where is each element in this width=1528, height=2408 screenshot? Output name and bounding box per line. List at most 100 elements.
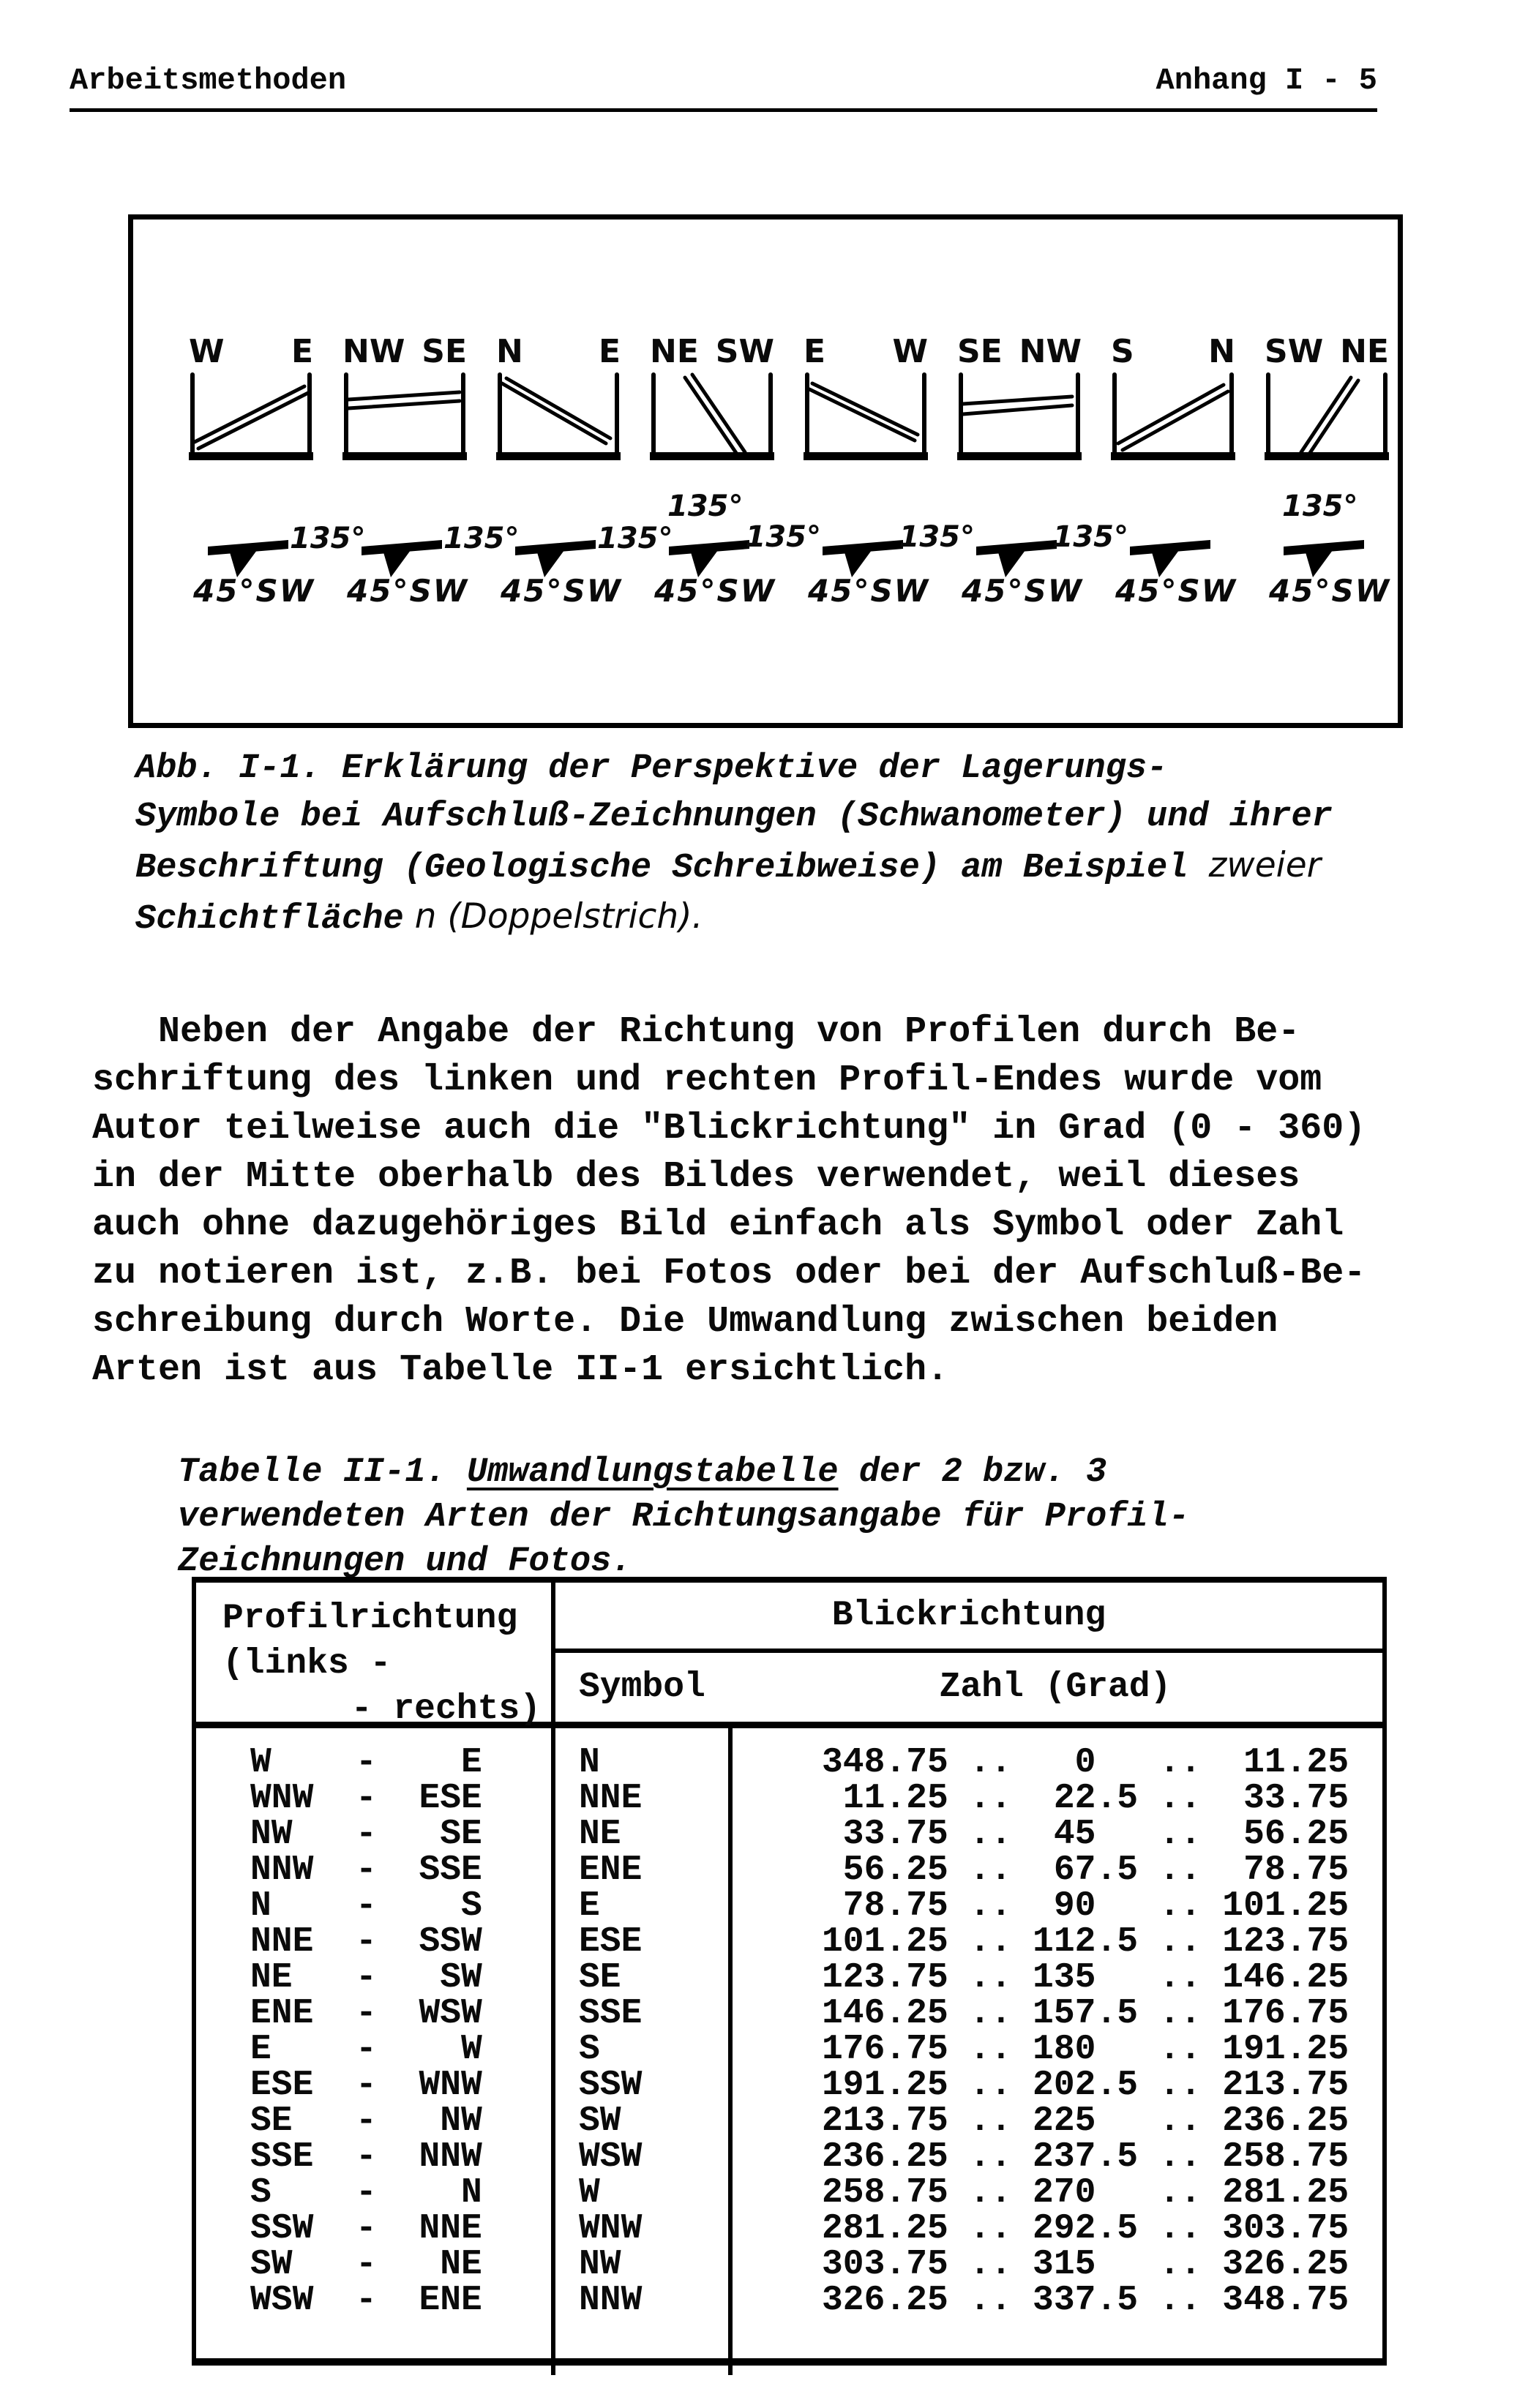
profile-direction-cell: NNE - SSW: [250, 1922, 482, 1962]
dip-angle-label: 45°SW: [1269, 573, 1391, 609]
dip-angle-label: 45°SW: [347, 573, 469, 609]
dip-angle-label: 45°SW: [808, 573, 930, 609]
degrees-cell: 146.25 .. 157.5 .. 176.75: [822, 1994, 1349, 2033]
profile-direction-cell: ESE - WNW: [250, 2066, 482, 2105]
panel-left-label: E: [804, 333, 826, 370]
dip-angle-label: 45°SW: [962, 573, 1084, 609]
panel-right-label: NW: [1019, 333, 1082, 370]
table-caption: Tabelle II-1. Umwandlungstabelle der 2 b…: [178, 1450, 1189, 1584]
degrees-cell: 213.75 .. 225 .. 236.25: [822, 2101, 1349, 2141]
caption-text: Schichtfläche: [135, 900, 404, 939]
profile-direction-cell: E - W: [250, 2030, 482, 2069]
bedding-panel-drawing: [496, 372, 621, 460]
header-text: (links -: [222, 1644, 392, 1684]
profile-direction-cell: WNW - ESE: [250, 1779, 482, 1818]
panel-direction-labels: N E: [496, 329, 621, 370]
symbol-cell: E: [579, 1886, 600, 1926]
paragraph-line: zu notieren ist, z.B. bei Fotos oder bei…: [92, 1253, 1366, 1294]
panel-left-label: S: [1111, 333, 1134, 370]
panel-left-label: SE: [957, 333, 1003, 370]
panel-right-label: NE: [1340, 333, 1389, 370]
strike-angle-label: 135°: [1052, 520, 1129, 554]
degrees-cell: 348.75 .. 0 .. 11.25: [822, 1743, 1349, 1782]
panel-direction-labels: W E: [189, 329, 313, 370]
table-caption-text: Tabelle II-1.: [178, 1453, 467, 1492]
table-row: SSE - NNW WSW 236.25 .. 237.5 .. 258.75: [196, 2139, 1382, 2175]
table-caption-underlined: Umwandlungstabelle: [466, 1453, 839, 1492]
table-row: SE - NW SW 213.75 .. 225 .. 236.25: [196, 2104, 1382, 2139]
degrees-column-header: Zahl (Grad): [939, 1668, 1172, 1707]
symbol-cell: NNE: [579, 1779, 643, 1818]
strike-angle-label: 135°: [899, 520, 975, 554]
strike-bar-icon: [515, 540, 596, 577]
caption-line: Beschriftung (Geologische Schreibweise) …: [135, 841, 1333, 893]
header-group-title: Blickrichtung: [555, 1583, 1382, 1653]
table-row: SW - NE NW 303.75 .. 315 .. 326.25: [196, 2247, 1382, 2283]
strike-bar-icon: [976, 540, 1057, 577]
panel-direction-labels: SE NW: [957, 329, 1082, 370]
panel-direction-labels: NW SE: [342, 329, 467, 370]
profile-direction-cell: NW - SE: [250, 1815, 482, 1854]
symbol-cell: S: [579, 2030, 600, 2069]
paragraph-line: schreibung durch Worte. Die Umwandlung z…: [92, 1301, 1278, 1343]
bedding-panel-drawing: [804, 372, 928, 460]
paragraph-line: Neben der Angabe der Richtung von Profil…: [92, 1011, 1300, 1053]
symbol-cell: NE: [579, 1815, 621, 1854]
symbol-cell: SSW: [579, 2066, 643, 2105]
table-body: W - E N 348.75 .. 0 .. 11.25 WNW - ESE N…: [196, 1728, 1382, 2375]
symbol-cell: NNW: [579, 2281, 643, 2320]
degrees-cell: 258.75 .. 270 .. 281.25: [822, 2173, 1349, 2213]
panel-right-label: SW: [715, 333, 774, 370]
compass-panel: E W: [804, 329, 928, 462]
degrees-cell: 101.25 .. 112.5 .. 123.75: [822, 1922, 1349, 1962]
degrees-cell: 176.75 .. 180 .. 191.25: [822, 2030, 1349, 2069]
column-divider: [728, 1728, 733, 2375]
degrees-cell: 123.75 .. 135 .. 146.25: [822, 1958, 1349, 1998]
dip-angle-label: 45°SW: [654, 573, 776, 609]
symbol-cell: N: [579, 1743, 600, 1782]
symbol-cell: ENE: [579, 1850, 643, 1890]
strike-dip-symbol: 135° 45°SW: [493, 501, 673, 640]
table-row: ESE - WNW SSW 191.25 .. 202.5 .. 213.75: [196, 2068, 1382, 2104]
caption-text: Beschriftung (Geologische Schreibweise) …: [135, 849, 1209, 888]
degrees-cell: 236.25 .. 237.5 .. 258.75: [822, 2137, 1349, 2177]
strike-angle-label: 135°: [745, 520, 822, 554]
strike-dip-symbols: 135° 45°SW 135° 45°SW: [186, 490, 1389, 640]
caption-handwritten-text: n (Doppelstrich).: [403, 896, 703, 937]
table-row: NE - SW SE 123.75 .. 135 .. 146.25: [196, 1960, 1382, 1996]
panel-right-label: E: [291, 333, 313, 370]
compass-panel: NE SW: [650, 329, 774, 462]
strike-dip-symbol: 135° 45°SW: [1262, 490, 1389, 640]
degrees-cell: 33.75 .. 45 .. 56.25: [822, 1815, 1349, 1854]
profile-direction-cell: ENE - WSW: [250, 1994, 482, 2033]
bedding-panel-drawing: [1265, 372, 1389, 460]
profile-direction-cell: SSE - NNW: [250, 2137, 482, 2177]
table-row: WSW - ENE NNW 326.25 .. 337.5 .. 348.75: [196, 2283, 1382, 2319]
table-header: Profilrichtung (links - - rechts) Blickr…: [196, 1583, 1382, 1729]
paragraph-line: schriftung des linken und rechten Profil…: [92, 1059, 1322, 1101]
profile-direction-cell: NE - SW: [250, 1958, 482, 1998]
table-caption-line: verwendeten Arten der Richtungsangabe fü…: [178, 1498, 1190, 1537]
dip-angle-label: 45°SW: [501, 573, 623, 609]
degrees-cell: 11.25 .. 22.5 .. 33.75: [822, 1779, 1349, 1818]
strike-dip-symbol: 135° 45°SW: [186, 501, 366, 640]
profile-direction-cell: N - S: [250, 1886, 482, 1926]
symbol-cell: WNW: [579, 2209, 643, 2248]
header-text: - rechts): [351, 1689, 541, 1729]
table-row: WNW - ESE NNE 11.25 .. 22.5 .. 33.75: [196, 1781, 1382, 1817]
symbol-cell: W: [579, 2173, 600, 2213]
table-row: S - N W 258.75 .. 270 .. 281.25: [196, 2175, 1382, 2211]
symbol-cell: WSW: [579, 2137, 643, 2177]
table-caption-line: Tabelle II-1. Umwandlungstabelle der 2 b…: [178, 1450, 1189, 1495]
table-row: E - W S 176.75 .. 180 .. 191.25: [196, 2032, 1382, 2068]
profile-direction-cell: S - N: [250, 2173, 482, 2213]
strike-bar-icon: [1130, 540, 1210, 577]
strike-dip-symbol: 135° 45°SW: [340, 501, 520, 640]
header-text: Profilrichtung: [222, 1599, 518, 1638]
strike-angle-label: 135°: [443, 522, 520, 555]
strike-dip-symbol: 135° 45°SW: [1053, 501, 1236, 640]
strike-angle-label: 135°: [597, 522, 673, 555]
strike-bar-icon: [823, 540, 903, 577]
strike-bar-icon: [208, 540, 288, 577]
